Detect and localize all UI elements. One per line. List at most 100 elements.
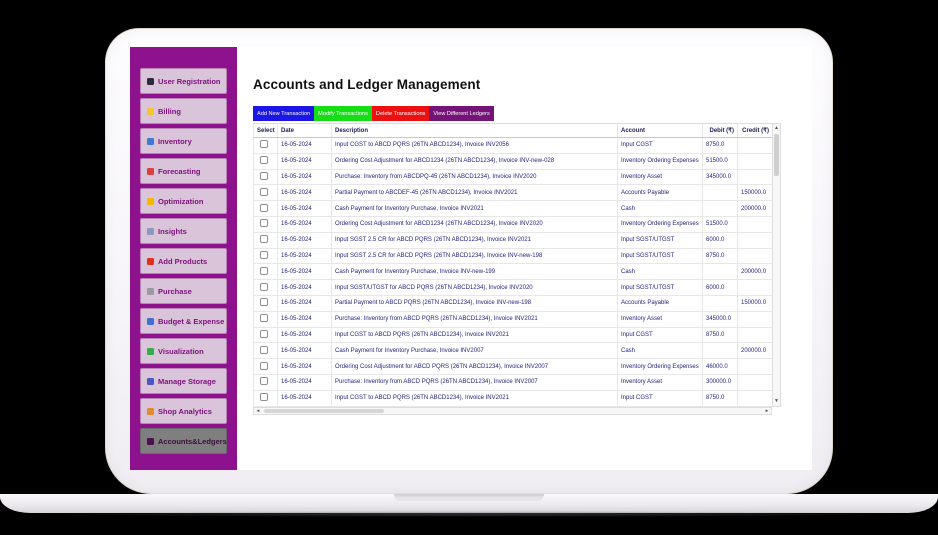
row-checkbox[interactable] xyxy=(260,266,268,275)
row-date: 16-05-2024 xyxy=(277,294,332,312)
sidebar-item-billing[interactable]: Billing xyxy=(140,98,227,124)
row-description: Purchase: Inventory from ABCD PQRS (26TN… xyxy=(331,373,618,391)
sidebar-item-label: Insights xyxy=(158,226,187,236)
row-account: Input SGST/UTGST xyxy=(617,279,703,296)
row-account: Accounts Payable xyxy=(617,294,703,312)
delete-transactions-button[interactable]: Delete Transactions xyxy=(371,106,430,121)
row-date: 16-05-2024 xyxy=(277,168,332,186)
scroll-down-arrow-icon[interactable]: ▼ xyxy=(774,398,779,404)
table-row: 16-05-2024 Purchase: Inventory from ABCD … xyxy=(253,373,773,391)
row-debit: 8750.0 xyxy=(702,326,738,344)
horizontal-scrollbar-thumb[interactable] xyxy=(264,409,384,413)
row-checkbox[interactable] xyxy=(260,329,268,338)
row-account: Cash xyxy=(617,263,703,281)
sidebar-item-inventory[interactable]: Inventory xyxy=(140,128,227,154)
table-row: 16-05-2024 Cash Payment for Inventory Pur… xyxy=(253,200,773,217)
row-credit: 150000.0 xyxy=(737,294,773,312)
transactions-table-container: Select Date Description Account Debit (₹) Cre… xyxy=(253,123,781,415)
row-credit xyxy=(737,389,773,407)
row-debit xyxy=(702,200,738,217)
toolbar: Add New Transaction Modify Transactions De… xyxy=(253,106,494,121)
sidebar-item-shop-analytics[interactable]: Shop Analytics xyxy=(140,398,227,424)
row-checkbox[interactable] xyxy=(260,361,268,370)
sidebar-item-label: Budget & Expense xyxy=(158,316,225,326)
table-row: 16-05-2024 Cash Payment for Inventory Pur… xyxy=(253,263,773,281)
scroll-left-arrow-icon[interactable]: ◄ xyxy=(255,408,261,413)
sidebar-item-forecasting[interactable]: Forecasting xyxy=(140,158,227,184)
row-date: 16-05-2024 xyxy=(277,263,332,281)
sidebar-item-label: Forecasting xyxy=(158,166,201,176)
row-description: Cash Payment for Inventory Purchase, Inv… xyxy=(331,342,618,360)
sidebar-item-accounts-ledgers[interactable]: Accounts&Ledgers xyxy=(140,428,227,454)
row-debit: 6000.0 xyxy=(702,231,738,249)
row-checkbox[interactable] xyxy=(260,282,268,291)
row-date: 16-05-2024 xyxy=(277,184,332,202)
row-debit: 300000.0 xyxy=(702,373,738,391)
row-date: 16-05-2024 xyxy=(277,310,332,328)
sidebar-item-optimization[interactable]: Optimization xyxy=(140,188,227,214)
row-checkbox[interactable] xyxy=(260,250,268,259)
inventory-box-icon xyxy=(147,137,154,145)
row-credit xyxy=(737,247,773,265)
cart-icon xyxy=(147,287,154,295)
row-description: Ordering Cost Adjustment for ABCD PQRS (… xyxy=(331,358,618,375)
vertical-scrollbar-thumb[interactable] xyxy=(774,134,779,176)
row-credit xyxy=(737,358,773,375)
row-date: 16-05-2024 xyxy=(277,342,332,360)
sidebar-item-user-registration[interactable]: User Registration xyxy=(140,68,227,94)
row-checkbox[interactable] xyxy=(260,235,268,244)
row-account: Inventory Asset xyxy=(617,373,703,391)
row-account: Accounts Payable xyxy=(617,184,703,202)
table-row: 16-05-2024 Partial Payment to ABCD PQRS (… xyxy=(253,294,773,312)
view-different-ledgers-button[interactable]: View Different Ledgers xyxy=(429,106,494,121)
row-credit xyxy=(737,152,773,170)
horizontal-scrollbar[interactable]: ◄ ► xyxy=(253,407,772,415)
row-debit: 8750.0 xyxy=(702,247,738,265)
row-credit: 200000.0 xyxy=(737,342,773,360)
row-checkbox[interactable] xyxy=(260,298,268,307)
row-debit: 345000.0 xyxy=(702,168,738,186)
sidebar-item-manage-storage[interactable]: Manage Storage xyxy=(140,368,227,394)
row-credit xyxy=(737,326,773,344)
add-new-transaction-button[interactable]: Add New Transaction xyxy=(253,106,315,121)
vertical-scrollbar[interactable]: ▲ ▼ xyxy=(772,123,781,407)
row-debit xyxy=(702,294,738,312)
row-date: 16-05-2024 xyxy=(277,231,332,249)
row-checkbox[interactable] xyxy=(260,203,268,212)
row-checkbox[interactable] xyxy=(260,393,268,402)
table-row: 16-05-2024 Input SGST 2.5 CR for ABCD PQR… xyxy=(253,247,773,265)
row-checkbox[interactable] xyxy=(260,156,268,165)
table-row: 16-05-2024 Cash Payment for Inventory Pur… xyxy=(253,342,773,360)
sidebar-item-add-products[interactable]: Add Products xyxy=(140,248,227,274)
row-checkbox[interactable] xyxy=(260,345,268,354)
transactions-table: Select Date Description Account Debit (₹) Cre… xyxy=(253,123,773,407)
row-checkbox[interactable] xyxy=(260,187,268,196)
table-row: 16-05-2024 Ordering Cost Adjustment for A… xyxy=(253,358,773,375)
scroll-right-arrow-icon[interactable]: ► xyxy=(764,408,770,413)
row-description: Ordering Cost Adjustment for ABCD1234 (2… xyxy=(331,215,618,233)
row-checkbox[interactable] xyxy=(260,171,268,180)
forecast-chart-icon xyxy=(147,167,154,175)
sidebar-item-purchase[interactable]: Purchase xyxy=(140,278,227,304)
row-date: 16-05-2024 xyxy=(277,152,332,170)
row-account: Input CGST xyxy=(617,137,703,154)
sidebar-item-insights[interactable]: Insights xyxy=(140,218,227,244)
ledger-book-icon xyxy=(147,437,154,445)
row-description: Input SGST/UTGST for ABCD PQRS (26TN ABC… xyxy=(331,279,618,296)
sidebar-item-visualization[interactable]: Visualization xyxy=(140,338,227,364)
row-description: Input CGST to ABCD PQRS (26TN ABCD1234),… xyxy=(331,389,618,407)
table-header-row: Select Date Description Account Debit (₹) Cre… xyxy=(253,123,773,138)
row-debit: 51500.0 xyxy=(702,215,738,233)
table-row: 16-05-2024 Partial Payment to ABCDEF-45 (… xyxy=(253,184,773,202)
sidebar: User Registration Billing Inventory Forecas… xyxy=(130,47,237,470)
row-description: Partial Payment to ABCD PQRS (26TN ABCD1… xyxy=(331,294,618,312)
scroll-up-arrow-icon[interactable]: ▲ xyxy=(774,125,779,131)
sidebar-item-label: Shop Analytics xyxy=(158,406,212,416)
sidebar-item-budget-expense[interactable]: Budget & Expense xyxy=(140,308,227,334)
row-checkbox[interactable] xyxy=(260,219,268,228)
row-checkbox[interactable] xyxy=(260,140,268,149)
row-checkbox[interactable] xyxy=(260,314,268,323)
modify-transactions-button[interactable]: Modify Transactions xyxy=(314,106,372,121)
sidebar-item-label: Manage Storage xyxy=(158,376,216,386)
row-checkbox[interactable] xyxy=(260,377,268,386)
